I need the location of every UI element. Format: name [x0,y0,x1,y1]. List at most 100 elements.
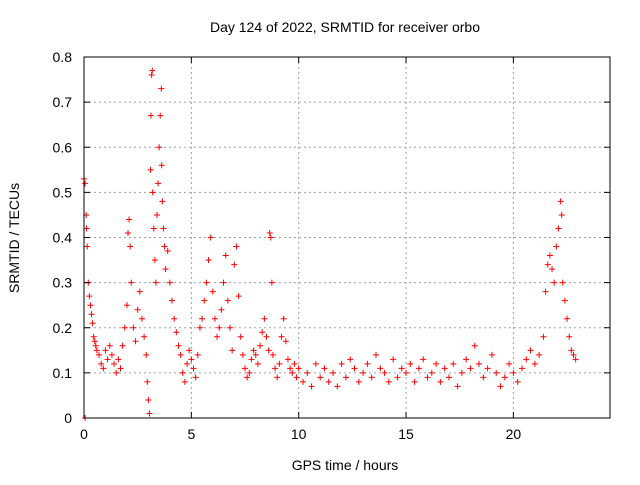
data-point [205,257,212,264]
data-point [312,360,319,367]
data-point [111,360,118,367]
data-point [149,189,156,196]
data-point [261,315,268,322]
data-point [192,374,199,381]
data-point [450,360,457,367]
data-point [463,356,470,363]
data-point [83,225,90,232]
data-point [177,351,184,358]
data-point [207,234,214,241]
data-point [87,302,94,309]
chart-title: Day 124 of 2022, SRMTID for receiver orb… [210,19,480,35]
data-point [480,374,487,381]
data-point [555,225,562,232]
data-point [441,365,448,372]
data-point [162,266,169,273]
data-point [390,356,397,363]
data-point [150,225,157,232]
data-point [158,85,165,92]
data-point [159,198,166,205]
data-point [108,351,115,358]
data-point [233,243,240,250]
data-point [568,347,575,354]
data-point [506,360,513,367]
data-point [117,365,124,372]
data-point [179,369,186,376]
data-point [147,112,154,119]
data-point [145,396,152,403]
data-point [147,166,154,173]
y-tick-label: 0.2 [53,320,73,336]
data-point [229,347,236,354]
data-point [141,333,148,340]
data-point [209,288,216,295]
data-point [98,360,105,367]
data-point [143,351,150,358]
y-tick-label: 0.3 [53,275,73,291]
data-point [169,297,176,304]
data-point [403,369,410,376]
data-point [224,297,231,304]
data-point [572,356,579,363]
data-point [360,369,367,376]
data-point [267,234,274,241]
data-point [278,333,285,340]
data-point [160,225,167,232]
data-point [272,365,279,372]
data-point [523,356,530,363]
data-point [127,243,134,250]
data-point [289,369,296,376]
data-point [407,360,414,367]
data-point [89,320,96,327]
data-point [458,369,465,376]
data-point [237,333,244,340]
data-point [149,67,156,74]
y-axis-title: SRMTID / TECUs [6,183,22,293]
y-tick-label: 0.6 [53,139,73,155]
data-point [181,378,188,385]
data-point [308,383,315,390]
data-point [128,279,135,286]
data-point [102,347,109,354]
data-point [84,243,91,250]
data-point [138,315,145,322]
x-tick-label: 15 [398,426,414,442]
data-point [544,261,551,268]
data-point [420,356,427,363]
data-point [501,374,508,381]
data-point [190,365,197,372]
data-point [433,360,440,367]
data-point [553,243,560,250]
data-point [287,365,294,372]
data-point [136,288,143,295]
data-point [542,288,549,295]
data-point [226,324,233,331]
data-point [364,360,371,367]
data-point [92,342,99,349]
axes: 0 5 10 15 20 0 0.1 0.2 0.3 0.4 0.5 0.6 0.7 0.8 [53,49,611,442]
data-point [263,333,270,340]
data-point [527,347,534,354]
y-tick-label: 0.1 [53,365,73,381]
data-point [476,360,483,367]
data-point [113,369,120,376]
data-point [119,342,126,349]
data-point [415,365,422,372]
data-point [280,315,287,322]
data-point [100,365,107,372]
data-point [454,383,461,390]
data-point [130,324,137,331]
data-point [214,333,221,340]
data-point [171,315,178,322]
data-point [148,72,155,79]
data-point [254,360,261,367]
data-point [411,378,418,385]
data-point [90,333,97,340]
data-point [125,229,132,236]
data-point [424,374,431,381]
data-point [493,369,500,376]
data-point [126,216,133,223]
data-point [351,365,358,372]
data-point [368,374,375,381]
data-point [248,356,255,363]
